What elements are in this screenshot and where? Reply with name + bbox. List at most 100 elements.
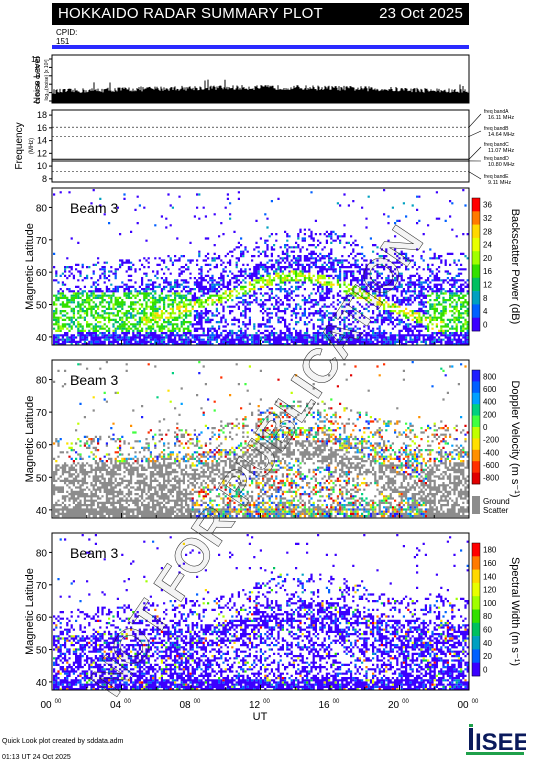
colorbar-segment (472, 304, 480, 318)
frequency-band-name: freq bandE (484, 174, 509, 180)
noise-tick-label: 0 (36, 97, 41, 106)
colorbar-segment (472, 317, 480, 332)
lat-tick-label: 50 (36, 301, 48, 312)
colorbar-segment (472, 543, 480, 557)
time-tick-sup: 00 (55, 699, 62, 705)
colorbar-tick-label: 12 (483, 280, 492, 289)
lat-ylabel: Magnetic Latitude (24, 396, 36, 483)
cpid-bar (52, 45, 469, 49)
time-tick-label: 04 (110, 700, 122, 711)
colorbar-tick-label: 100 (483, 599, 497, 608)
footer-credit: Quick Look plot created by sddata.adm (2, 738, 124, 745)
lat-tick-label: 40 (36, 506, 48, 517)
colorbar-frame (471, 542, 481, 677)
beam-label: Beam 3 (70, 200, 118, 216)
colorbar-tick-label: 32 (483, 214, 492, 223)
colorbar-tick-label: 0 (483, 423, 488, 432)
colorbar-segment (472, 404, 480, 416)
colorbar-segment (472, 370, 480, 382)
colorbar-tick-label: 160 (483, 559, 497, 568)
rti-scatter-1 (53, 191, 469, 346)
rti-panel-2 (53, 361, 469, 518)
frequency-band-value: 9.11 MHz (488, 180, 511, 186)
lat-tick-label: 60 (36, 613, 48, 624)
colorbar-label: Spectral Width (m s⁻¹) (509, 557, 521, 666)
colorbar-frame (471, 197, 481, 332)
colorbar-tick-label: -400 (483, 448, 500, 457)
colorbar-segment (472, 461, 480, 473)
frequency-band-connector (468, 130, 482, 137)
colorbar-segment (472, 622, 480, 637)
colorbar-tick-label: 36 (483, 201, 492, 210)
watermark: NOT FOR PUBLICATION (80, 217, 434, 706)
colorbar-tick-label: -800 (483, 474, 500, 483)
colorbar-segment (472, 427, 480, 439)
colorbar-segment (472, 582, 480, 597)
frequency-band-value: 10.80 MHz (488, 162, 515, 168)
lat-tick-label: 70 (36, 581, 48, 592)
colorbar-segment (472, 662, 480, 677)
frequency-band-name: freq bandC (484, 142, 509, 148)
lat-tick-label: 50 (36, 473, 48, 484)
frequency-tick-label: 10 (37, 161, 47, 171)
colorbar-tick-label: 0 (483, 320, 488, 329)
colorbar-tick-label: -600 (483, 461, 500, 470)
colorbar-segment (472, 224, 480, 239)
time-tick-label: 20 (388, 700, 400, 711)
lat-tick-label: 60 (36, 268, 48, 279)
noise-tick-label: 4 (36, 80, 41, 89)
colorbar-tick-label: 0 (483, 665, 488, 674)
colorbar-tick-label: 120 (483, 586, 497, 595)
noise-tick-label: 8 (36, 63, 41, 72)
colorbar-segment (472, 636, 480, 650)
lat-tick-label: 60 (36, 441, 48, 452)
colorbar-label: Backscatter Power (dB) (509, 209, 521, 325)
frequency-tick-label: 18 (37, 110, 47, 120)
frequency-ylabel: Frequency (14, 122, 25, 169)
colorbar-tick-label: 24 (483, 241, 492, 250)
rti-panel-3 (53, 534, 469, 691)
lat-tick-label: 70 (36, 408, 48, 419)
time-tick-sup: 00 (263, 699, 270, 705)
lat-ylabel: Magnetic Latitude (24, 568, 36, 655)
colorbar-segment (472, 472, 480, 485)
plot-title: HOKKAIDO RADAR SUMMARY PLOT (58, 5, 323, 22)
colorbar-tick-label: 28 (483, 227, 492, 236)
noise-series (52, 79, 469, 103)
isee-logo-graphic: ISEE (466, 724, 530, 756)
rti-scatter-3 (53, 534, 469, 691)
colorbar-tick-label: 60 (483, 625, 492, 634)
logo-text: ISEE (475, 729, 526, 756)
colorbar-segment (472, 415, 480, 428)
rti-scatter-1 (53, 292, 469, 332)
lat-tick-label: 40 (36, 678, 48, 689)
time-tick-sup: 00 (333, 699, 340, 705)
noise-ylabel: Noise Level (32, 56, 42, 103)
colorbar-tick-label: 40 (483, 639, 492, 648)
noise-ysublabel: log₁₀(noise) [x 10³] (44, 59, 50, 101)
frequency-band-value: 16.11 MHz (488, 115, 514, 121)
colorbar-frame (471, 369, 481, 485)
ground-scatter-label: Ground (483, 497, 510, 506)
time-tick-label: 16 (318, 700, 330, 711)
footer-timestamp: 01:13 UT 24 Oct 2025 (2, 754, 71, 761)
frequency-band-value: 11.07 MHz (488, 148, 514, 154)
colorbar-tick-label: 180 (483, 546, 497, 555)
noise-tick-label: 10 (31, 55, 40, 64)
frequency-band-connector (468, 113, 482, 128)
colorbar-tick-label: 200 (483, 410, 497, 419)
frequency-band-connector (468, 146, 482, 160)
frequency-tick-label: 14 (37, 136, 47, 146)
colorbar-tick-label: 80 (483, 612, 492, 621)
frequency-tick-label: 16 (37, 123, 47, 133)
isee-logo: ISEE (466, 724, 530, 756)
colorbar-segment (472, 211, 480, 225)
colorbar-segment (472, 264, 480, 279)
rti-scatter-2 (53, 361, 469, 518)
colorbar-segment (472, 449, 480, 462)
frequency-band-name: freq bandB (484, 126, 509, 132)
title-bar: HOKKAIDO RADAR SUMMARY PLOT 23 Oct 2025 (52, 3, 469, 25)
frequency-band-connector (468, 171, 482, 180)
time-tick-sup: 00 (472, 699, 479, 705)
